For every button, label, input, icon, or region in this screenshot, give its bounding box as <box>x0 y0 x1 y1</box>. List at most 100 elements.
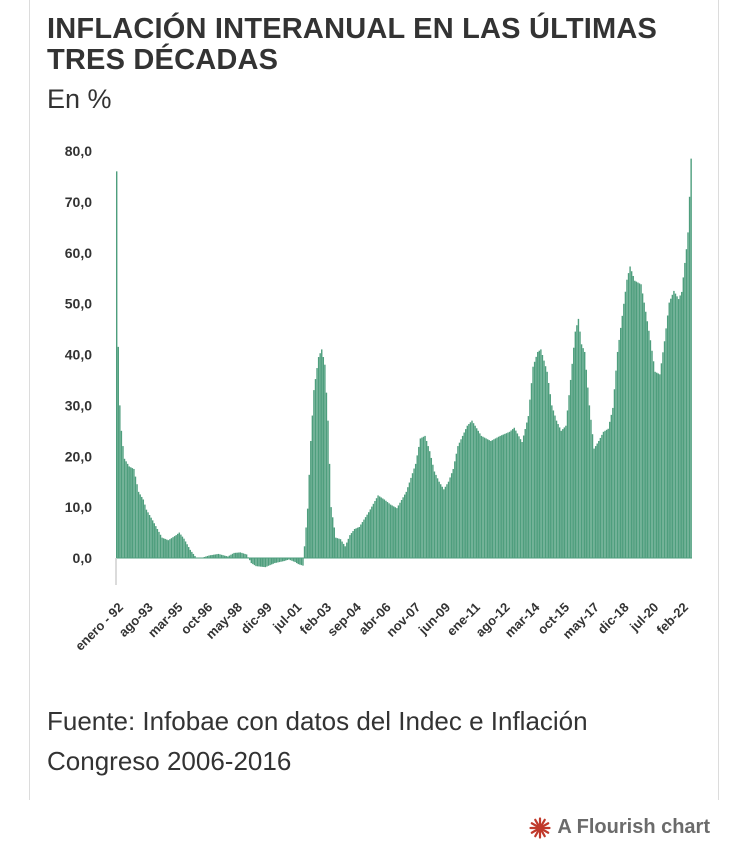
bar[interactable] <box>491 440 494 558</box>
bar[interactable] <box>659 374 661 558</box>
bar[interactable] <box>269 558 271 566</box>
bar[interactable] <box>170 538 173 558</box>
bar[interactable] <box>272 558 274 564</box>
bar[interactable] <box>422 436 425 558</box>
bar[interactable] <box>211 554 213 558</box>
bar[interactable] <box>635 281 638 558</box>
bar[interactable] <box>306 508 309 558</box>
bar[interactable] <box>558 427 561 558</box>
bar[interactable] <box>610 414 613 558</box>
bar[interactable] <box>324 364 326 558</box>
bar[interactable] <box>173 536 176 558</box>
bar[interactable] <box>291 558 293 561</box>
bar[interactable] <box>410 477 412 558</box>
bar[interactable] <box>630 271 633 558</box>
bar[interactable] <box>463 432 465 558</box>
bar[interactable] <box>405 491 407 558</box>
bar[interactable] <box>369 509 371 558</box>
bar[interactable] <box>253 558 256 566</box>
bar[interactable] <box>316 368 318 558</box>
bar[interactable] <box>501 435 503 558</box>
bar[interactable] <box>668 302 670 558</box>
bar[interactable] <box>236 552 238 558</box>
bar[interactable] <box>155 526 157 558</box>
bar[interactable] <box>640 284 642 558</box>
bar[interactable] <box>440 484 442 558</box>
bar[interactable] <box>136 484 138 558</box>
bar[interactable] <box>670 298 672 558</box>
bar[interactable] <box>286 558 289 561</box>
bar[interactable] <box>116 171 118 558</box>
bar[interactable] <box>497 436 500 558</box>
bar[interactable] <box>156 529 159 558</box>
bar[interactable] <box>646 321 649 558</box>
bar[interactable] <box>169 539 171 558</box>
bar[interactable] <box>618 339 620 558</box>
bar[interactable] <box>330 507 332 559</box>
bar[interactable] <box>332 517 334 558</box>
bar[interactable] <box>591 434 594 558</box>
bar[interactable] <box>574 331 577 558</box>
bar[interactable] <box>627 273 630 558</box>
bar[interactable] <box>266 558 268 567</box>
bar[interactable] <box>593 448 595 558</box>
bar[interactable] <box>444 486 447 558</box>
bar[interactable] <box>546 371 548 558</box>
bar[interactable] <box>352 531 354 558</box>
bar[interactable] <box>521 442 523 558</box>
bar[interactable] <box>280 558 282 562</box>
bar[interactable] <box>571 363 573 558</box>
bar[interactable] <box>321 349 323 558</box>
bar[interactable] <box>447 481 450 558</box>
bar[interactable] <box>194 555 196 558</box>
bar[interactable] <box>184 541 187 558</box>
bar[interactable] <box>504 433 506 558</box>
bar[interactable] <box>544 366 547 558</box>
bar[interactable] <box>663 341 666 558</box>
bar[interactable] <box>584 351 586 558</box>
bar[interactable] <box>563 427 566 558</box>
bar[interactable] <box>532 366 534 558</box>
bar[interactable] <box>258 558 260 567</box>
bar[interactable] <box>372 503 375 558</box>
bar[interactable] <box>508 431 511 558</box>
bar[interactable] <box>278 558 281 563</box>
bar[interactable] <box>175 535 177 558</box>
bar[interactable] <box>119 405 121 559</box>
bar[interactable] <box>217 553 220 558</box>
bar[interactable] <box>289 558 292 561</box>
bar[interactable] <box>613 389 616 558</box>
bar[interactable] <box>621 315 623 558</box>
bar[interactable] <box>222 555 224 558</box>
bar[interactable] <box>159 534 162 558</box>
bar[interactable] <box>419 438 422 558</box>
bar[interactable] <box>474 425 476 558</box>
bar[interactable] <box>480 435 483 558</box>
bar[interactable] <box>123 458 126 558</box>
bar[interactable] <box>355 528 357 558</box>
bar[interactable] <box>239 552 242 558</box>
bar[interactable] <box>252 558 254 565</box>
bar[interactable] <box>310 440 312 558</box>
bar[interactable] <box>535 356 537 558</box>
bar[interactable] <box>441 486 443 558</box>
bar[interactable] <box>206 555 209 558</box>
bar[interactable] <box>684 262 686 558</box>
bar[interactable] <box>400 500 403 558</box>
bar[interactable] <box>147 512 149 558</box>
bar[interactable] <box>350 533 353 558</box>
bar[interactable] <box>205 556 207 558</box>
bar[interactable] <box>122 446 124 558</box>
bar[interactable] <box>413 468 415 558</box>
bar[interactable] <box>533 361 536 558</box>
bar[interactable] <box>429 451 431 558</box>
bar[interactable] <box>294 558 296 563</box>
bar[interactable] <box>548 382 550 558</box>
bar[interactable] <box>263 558 265 567</box>
bar[interactable] <box>137 491 140 558</box>
bar[interactable] <box>335 537 337 558</box>
bar[interactable] <box>513 427 515 558</box>
bar[interactable] <box>538 350 541 558</box>
bar[interactable] <box>516 433 519 558</box>
bar[interactable] <box>432 464 434 558</box>
